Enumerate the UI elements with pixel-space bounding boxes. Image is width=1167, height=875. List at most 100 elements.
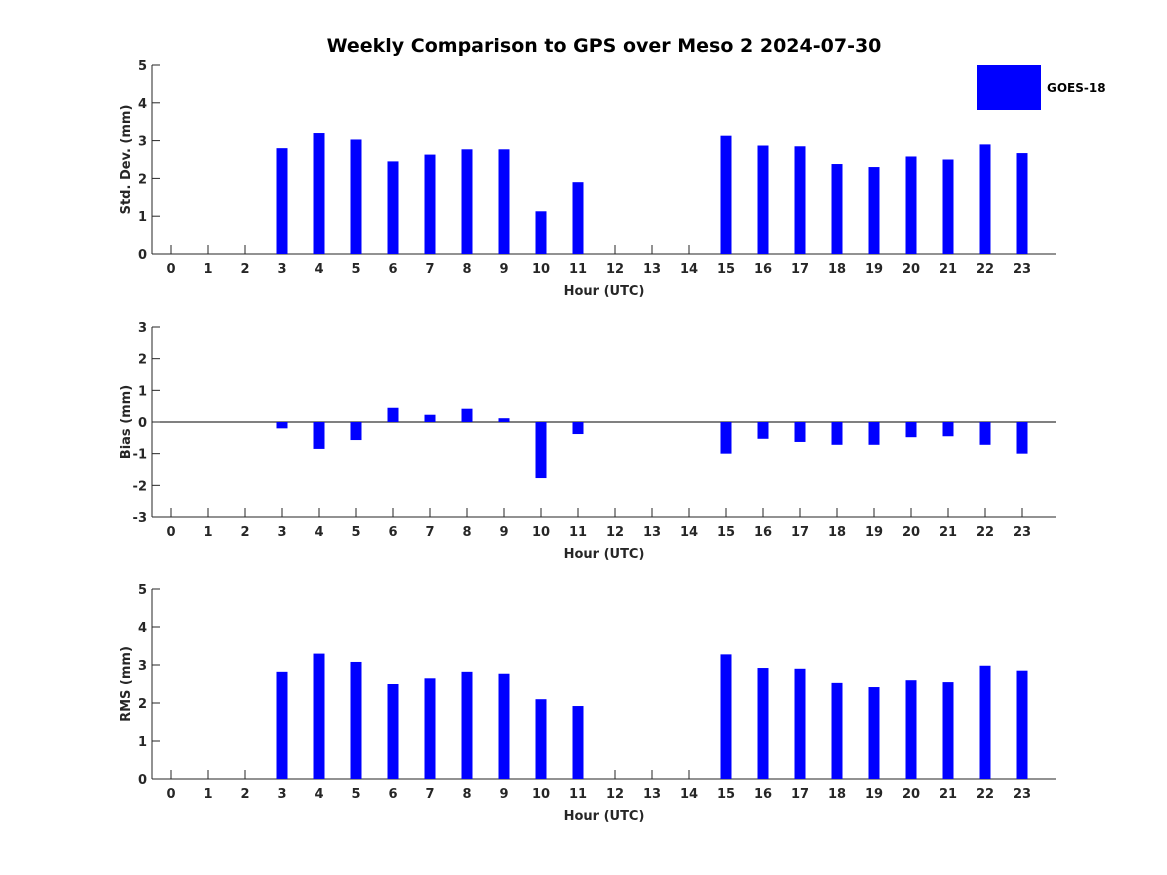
x-tick-label: 23 xyxy=(1013,787,1031,802)
bar-hour-9 xyxy=(498,149,510,254)
bar-hour-15 xyxy=(720,422,732,454)
x-tick-label: 4 xyxy=(314,262,323,277)
bar-hour-20 xyxy=(905,156,917,254)
bar-hour-19 xyxy=(868,167,880,254)
bar-hour-17 xyxy=(794,422,806,442)
bar-hour-22 xyxy=(979,144,991,254)
bar-hour-18 xyxy=(831,164,843,254)
bar-hour-15 xyxy=(720,135,732,254)
x-tick-label: 1 xyxy=(203,525,212,540)
bar-hour-16 xyxy=(757,668,769,779)
bar-hour-5 xyxy=(350,661,362,779)
bar-hour-11 xyxy=(572,706,584,779)
bar-hour-11 xyxy=(572,422,584,435)
x-tick-label: 8 xyxy=(462,787,471,802)
bar-hour-15 xyxy=(720,654,732,779)
y-tick-label: 2 xyxy=(138,353,147,368)
bar-hour-17 xyxy=(794,146,806,254)
x-tick-label: 12 xyxy=(606,787,624,802)
x-tick-label: 14 xyxy=(680,262,698,277)
x-tick-label: 9 xyxy=(499,262,508,277)
y-tick-label: 2 xyxy=(138,697,147,712)
x-tick-label: 13 xyxy=(643,787,661,802)
x-tick-label: 0 xyxy=(166,787,175,802)
bar-hour-6 xyxy=(387,161,399,254)
bar-hour-20 xyxy=(905,422,917,438)
bar-hour-20 xyxy=(905,680,917,779)
y-tick-label: 0 xyxy=(138,416,147,431)
x-tick-label: 20 xyxy=(902,262,920,277)
bar-hour-9 xyxy=(498,673,510,779)
x-tick-label: 3 xyxy=(277,787,286,802)
x-tick-label: 16 xyxy=(754,262,772,277)
bar-hour-9 xyxy=(498,418,510,422)
x-tick-label: 22 xyxy=(976,787,994,802)
bar-hour-4 xyxy=(313,653,325,779)
y-tick-label: 1 xyxy=(138,210,147,225)
x-tick-label: 6 xyxy=(388,525,397,540)
bar-hour-18 xyxy=(831,422,843,445)
y-tick-label: 5 xyxy=(138,59,147,74)
x-tick-label: 12 xyxy=(606,525,624,540)
x-tick-label: 5 xyxy=(351,262,360,277)
x-tick-label: 3 xyxy=(277,525,286,540)
x-tick-label: 23 xyxy=(1013,262,1031,277)
y-tick-label: -3 xyxy=(133,511,147,526)
x-tick-label: 15 xyxy=(717,525,735,540)
bar-hour-6 xyxy=(387,407,399,422)
bar-hour-8 xyxy=(461,408,473,422)
y-tick-label: 4 xyxy=(138,621,147,636)
bar-hour-21 xyxy=(942,682,954,779)
x-tick-label: 13 xyxy=(643,525,661,540)
bar-hour-16 xyxy=(757,145,769,254)
x-tick-label: 16 xyxy=(754,787,772,802)
x-tick-label: 19 xyxy=(865,525,883,540)
x-tick-label: 11 xyxy=(569,787,587,802)
x-tick-label: 2 xyxy=(240,262,249,277)
chart-title: Weekly Comparison to GPS over Meso 2 202… xyxy=(327,35,882,57)
x-tick-label: 17 xyxy=(791,787,809,802)
legend: GOES-18 xyxy=(977,65,1106,110)
x-tick-label: 14 xyxy=(680,525,698,540)
x-tick-label: 13 xyxy=(643,262,661,277)
x-tick-label: 19 xyxy=(865,787,883,802)
bar-hour-23 xyxy=(1016,422,1028,454)
bar-hour-19 xyxy=(868,687,880,779)
bar-hour-22 xyxy=(979,665,991,779)
bar-hour-11 xyxy=(572,182,584,254)
y-tick-label: 1 xyxy=(138,384,147,399)
x-axis-label: Hour (UTC) xyxy=(564,547,645,562)
x-tick-label: 3 xyxy=(277,262,286,277)
x-tick-label: 4 xyxy=(314,525,323,540)
x-tick-label: 5 xyxy=(351,787,360,802)
x-tick-label: 1 xyxy=(203,262,212,277)
x-axis-label: Hour (UTC) xyxy=(564,809,645,824)
x-tick-label: 10 xyxy=(532,525,550,540)
x-tick-label: 21 xyxy=(939,787,957,802)
bar-hour-10 xyxy=(535,422,547,479)
x-tick-label: 22 xyxy=(976,525,994,540)
legend-label: GOES-18 xyxy=(1047,81,1106,95)
x-tick-label: 9 xyxy=(499,787,508,802)
x-tick-label: 17 xyxy=(791,262,809,277)
x-tick-label: 18 xyxy=(828,787,846,802)
y-tick-label: 4 xyxy=(138,97,147,112)
bar-hour-23 xyxy=(1016,670,1028,779)
x-tick-label: 9 xyxy=(499,525,508,540)
x-tick-label: 18 xyxy=(828,262,846,277)
x-tick-label: 2 xyxy=(240,525,249,540)
bar-hour-18 xyxy=(831,682,843,779)
x-tick-label: 21 xyxy=(939,262,957,277)
y-axis-label: Bias (mm) xyxy=(119,385,134,459)
x-tick-label: 7 xyxy=(425,787,434,802)
bar-hour-21 xyxy=(942,159,954,254)
y-tick-label: 5 xyxy=(138,583,147,598)
bar-hour-4 xyxy=(313,422,325,449)
x-tick-label: 20 xyxy=(902,525,920,540)
x-tick-label: 0 xyxy=(166,525,175,540)
bar-hour-8 xyxy=(461,149,473,254)
x-tick-label: 8 xyxy=(462,525,471,540)
x-tick-label: 14 xyxy=(680,787,698,802)
